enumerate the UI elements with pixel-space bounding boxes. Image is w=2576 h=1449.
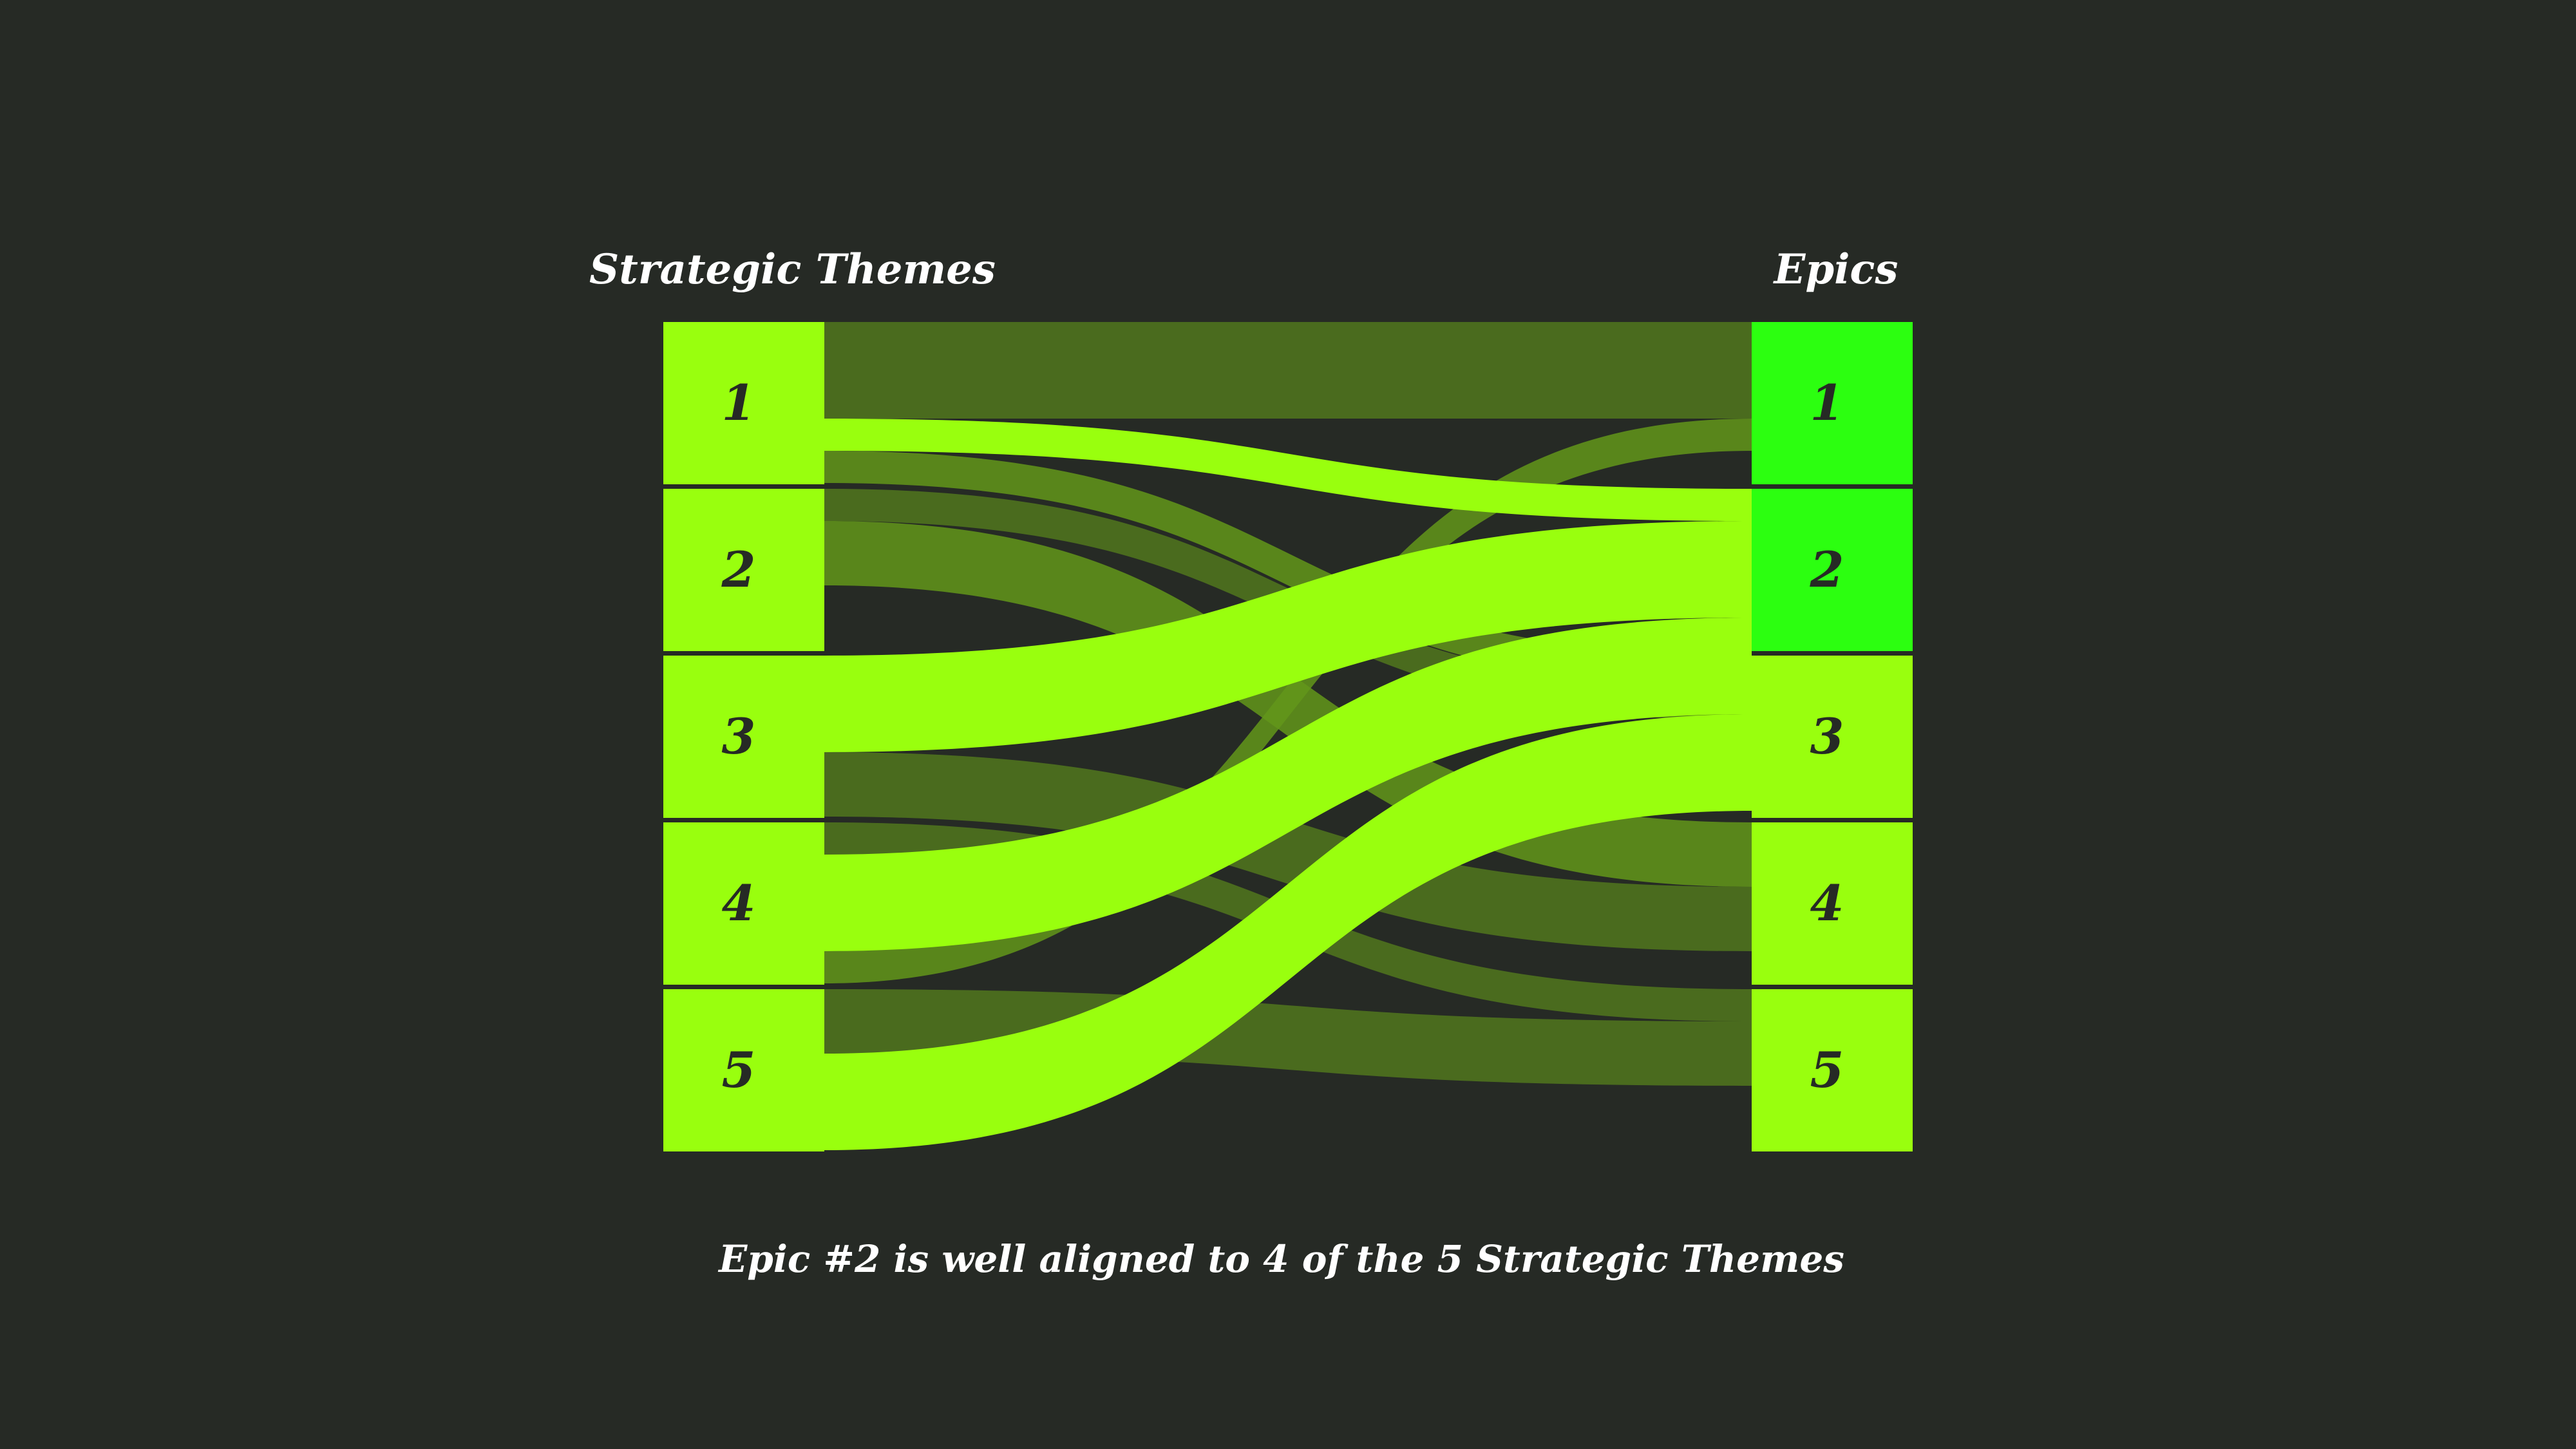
epic-label-3: 3	[1810, 708, 1844, 765]
theme-label-2: 2	[721, 541, 756, 598]
link-theme1-epic3	[824, 451, 1752, 688]
epic-node-2	[1752, 489, 1913, 651]
link-theme5-epic2	[824, 714, 1752, 1150]
link-theme3-epic2	[824, 521, 1752, 752]
left-column-title: Strategic Themes	[589, 245, 996, 294]
epic-node-5	[1752, 989, 1913, 1151]
theme-node-2	[663, 489, 824, 651]
link-theme4-epic1	[824, 419, 1752, 983]
theme-node-5	[663, 989, 824, 1151]
caption: Epic #2 is well aligned to 4 of the 5 St…	[717, 1237, 1844, 1281]
link-theme4-epic2	[824, 618, 1752, 951]
epic-label-4: 4	[1810, 875, 1844, 932]
epic-label-5: 5	[1810, 1041, 1844, 1099]
theme-node-3	[663, 656, 824, 818]
theme-node-4	[663, 822, 824, 985]
link-theme1-epic1	[824, 322, 1752, 419]
link-theme5-epic5	[824, 989, 1752, 1086]
right-column-title: Epics	[1773, 245, 1899, 294]
link-theme3-epic4	[824, 752, 1752, 951]
epic-node-4	[1752, 822, 1913, 985]
theme-label-1: 1	[722, 374, 756, 431]
epic-node-1	[1752, 322, 1913, 484]
theme-label-3: 3	[722, 708, 756, 765]
epic-nodes: 1 2 3 4 5	[1752, 322, 1913, 1151]
link-theme1-epic2	[824, 419, 1752, 521]
theme-nodes: 1 2 3 4 5	[663, 322, 824, 1151]
epic-label-2: 2	[1810, 541, 1844, 598]
epic-label-1: 1	[1810, 374, 1844, 431]
links-highlight-group	[824, 419, 1752, 1150]
epic-node-3	[1752, 656, 1913, 818]
theme-node-1	[663, 322, 824, 484]
theme-label-5: 5	[722, 1041, 756, 1099]
theme-label-4: 4	[722, 875, 756, 932]
